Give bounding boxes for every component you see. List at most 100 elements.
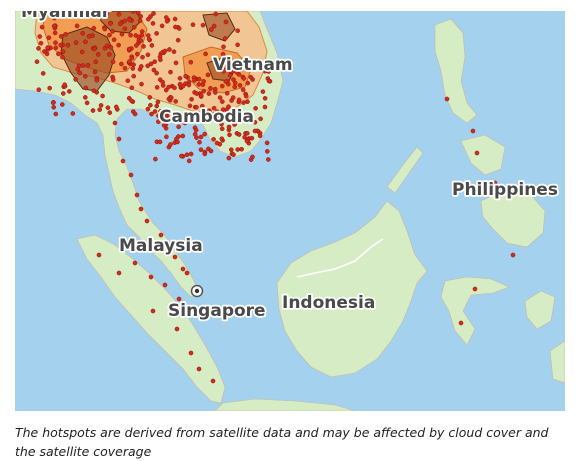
hotspot-dot-icon (174, 136, 179, 142)
hotspot-dot-icon (37, 34, 43, 39)
hotspot-dot-icon (474, 150, 480, 156)
hotspot-dot-icon (201, 88, 206, 94)
hotspot-dot-icon (164, 134, 169, 140)
hotspot-dot-icon (207, 116, 212, 122)
hotspot-dot-icon (230, 69, 235, 74)
hotspot-dot-icon (134, 192, 140, 198)
hotspot-dot-icon (148, 102, 153, 108)
hotspot-dot-icon (52, 30, 58, 36)
hotspot-dot-icon (203, 51, 208, 57)
hotspot-dot-icon (176, 124, 181, 130)
hotspot-dot-icon (150, 21, 156, 26)
label-malaysia: Malaysia (119, 236, 203, 256)
hotspot-dot-icon (92, 46, 97, 52)
hotspot-dot-icon (168, 69, 173, 75)
hotspot-dot-icon (164, 19, 170, 24)
hotspot-dot-icon (53, 40, 58, 46)
hotspot-dot-icon (189, 97, 194, 102)
hotspot-dot-icon (107, 32, 112, 38)
hotspot-dot-icon (69, 11, 75, 14)
hotspot-dot-icon (208, 86, 213, 91)
hotspot-dot-icon (134, 43, 139, 48)
hotspot-dot-icon (232, 122, 237, 127)
hotspot-dot-icon (458, 320, 464, 326)
hotspot-dot-icon (163, 126, 169, 131)
hotspot-dot-icon (266, 69, 271, 74)
hotspot-dot-icon (158, 57, 163, 63)
hotspot-dot-icon (221, 44, 226, 50)
hotspot-dot-icon (34, 59, 40, 65)
land-sumatra (76, 234, 226, 404)
hotspot-dot-icon (138, 38, 144, 43)
hotspot-dot-icon (216, 115, 222, 120)
hotspot-dot-icon (232, 84, 237, 90)
hotspot-dot-icon (264, 149, 270, 154)
hotspot-dot-icon (104, 11, 109, 17)
land-maluku (524, 290, 556, 330)
hotspot-dot-icon (258, 116, 263, 122)
hotspot-dot-icon (252, 120, 258, 125)
hotspot-dot-icon (122, 18, 127, 24)
hotspot-dot-icon (65, 42, 71, 48)
hotspot-dot-icon (98, 103, 104, 108)
hotspot-dot-icon (196, 366, 202, 372)
hotspot-dot-icon (168, 95, 174, 100)
hotspot-dot-icon (147, 95, 153, 100)
hotspot-dot-icon (108, 21, 113, 26)
hotspot-dot-icon (186, 82, 192, 88)
hotspot-dot-icon (205, 72, 211, 78)
map-caption: The hotspots are derived from satellite … (15, 425, 549, 459)
hotspot-dot-icon (132, 111, 138, 117)
hotspot-dot-icon (199, 113, 205, 119)
hotspot-dot-icon (73, 77, 78, 82)
hotspot-dot-icon (82, 11, 88, 15)
hotspot-dot-icon (128, 172, 134, 178)
hotspot-dot-icon (85, 63, 91, 68)
hotspot-dot-icon (177, 81, 183, 87)
hotspot-dot-icon (60, 49, 66, 54)
hotspot-dot-icon (118, 21, 123, 27)
hotspot-dot-icon (211, 112, 216, 117)
hotspot-dot-icon (199, 103, 205, 109)
hotspot-dot-icon (224, 91, 230, 96)
hotspot-dot-icon (236, 62, 241, 67)
hotspot-layer (34, 11, 516, 384)
hotspot-dot-icon (51, 23, 57, 29)
label-indonesia: Indonesia (282, 293, 375, 313)
hotspot-dot-icon (231, 152, 236, 157)
hotspot-dot-icon (107, 110, 113, 115)
hotspot-dot-icon (135, 51, 140, 57)
hotspot-dot-icon (174, 326, 180, 332)
hotspot-dot-icon (235, 28, 240, 34)
hotspot-dot-icon (83, 39, 88, 45)
hotspot-dot-icon (166, 84, 171, 90)
hotspot-dot-icon (141, 44, 146, 49)
hotspot-dot-icon (219, 126, 225, 132)
hotspot-dot-icon (74, 23, 80, 29)
hotspot-dot-icon (83, 95, 88, 100)
hotspot-dot-icon (219, 99, 225, 104)
hotspot-dot-icon (63, 31, 68, 37)
hotspot-dot-icon (129, 55, 135, 61)
hotspot-dot-icon (219, 136, 225, 141)
hotspot-map[interactable]: Myanmar Vietnam Cambodia Malaysia Singap… (15, 11, 565, 411)
hotspot-dot-icon (253, 106, 258, 111)
hotspot-dot-icon (492, 180, 498, 186)
hotspot-dot-icon (40, 71, 46, 76)
hotspot-dot-icon (219, 121, 224, 127)
hotspot-dot-icon (194, 105, 199, 110)
hotspot-dot-icon (188, 350, 194, 356)
hotspot-dot-icon (131, 62, 136, 68)
hotspot-dot-icon (180, 133, 186, 139)
hotspot-dot-icon (248, 74, 254, 80)
hotspot-dot-icon (67, 89, 72, 94)
hotspot-dot-icon (153, 156, 158, 162)
hotspot-dot-icon (184, 270, 190, 276)
hotspot-dot-icon (163, 87, 169, 93)
hotspot-dot-icon (95, 12, 100, 17)
hotspot-dot-icon (56, 51, 61, 57)
hotspot-dot-icon (197, 139, 202, 145)
hotspot-dot-icon (184, 152, 190, 157)
hotspot-dot-icon (237, 83, 243, 88)
hotspot-dot-icon (208, 27, 214, 32)
